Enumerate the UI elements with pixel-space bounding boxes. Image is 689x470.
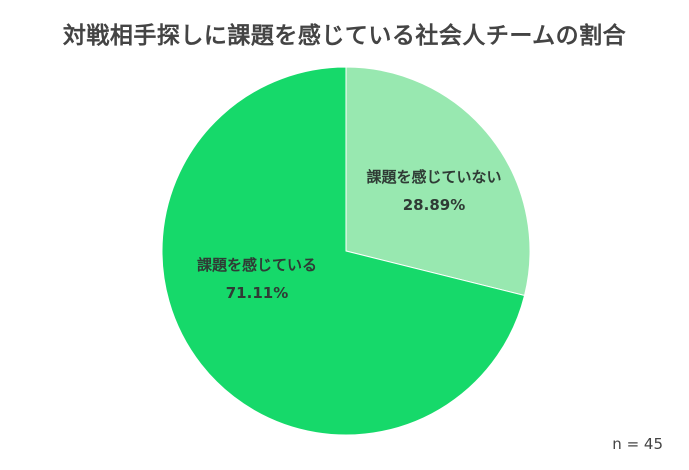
- slice-value-label-1: 28.89%: [403, 196, 465, 214]
- sample-size-note: n = 45: [612, 435, 663, 453]
- slice-value-label-2: 71.11%: [226, 284, 288, 302]
- slice-label-2: 課題を感じている: [197, 256, 317, 274]
- pie-slice-2: [161, 66, 526, 436]
- pie-slice-1: [345, 66, 531, 297]
- slice-labels: 課題を感じていない 28.89% 課題を感じている 71.11%: [197, 168, 502, 302]
- pie-slices: [161, 66, 531, 436]
- slice-label-1: 課題を感じていない: [366, 168, 501, 186]
- chart-title: 対戦相手探しに課題を感じている社会人チームの割合: [62, 23, 627, 49]
